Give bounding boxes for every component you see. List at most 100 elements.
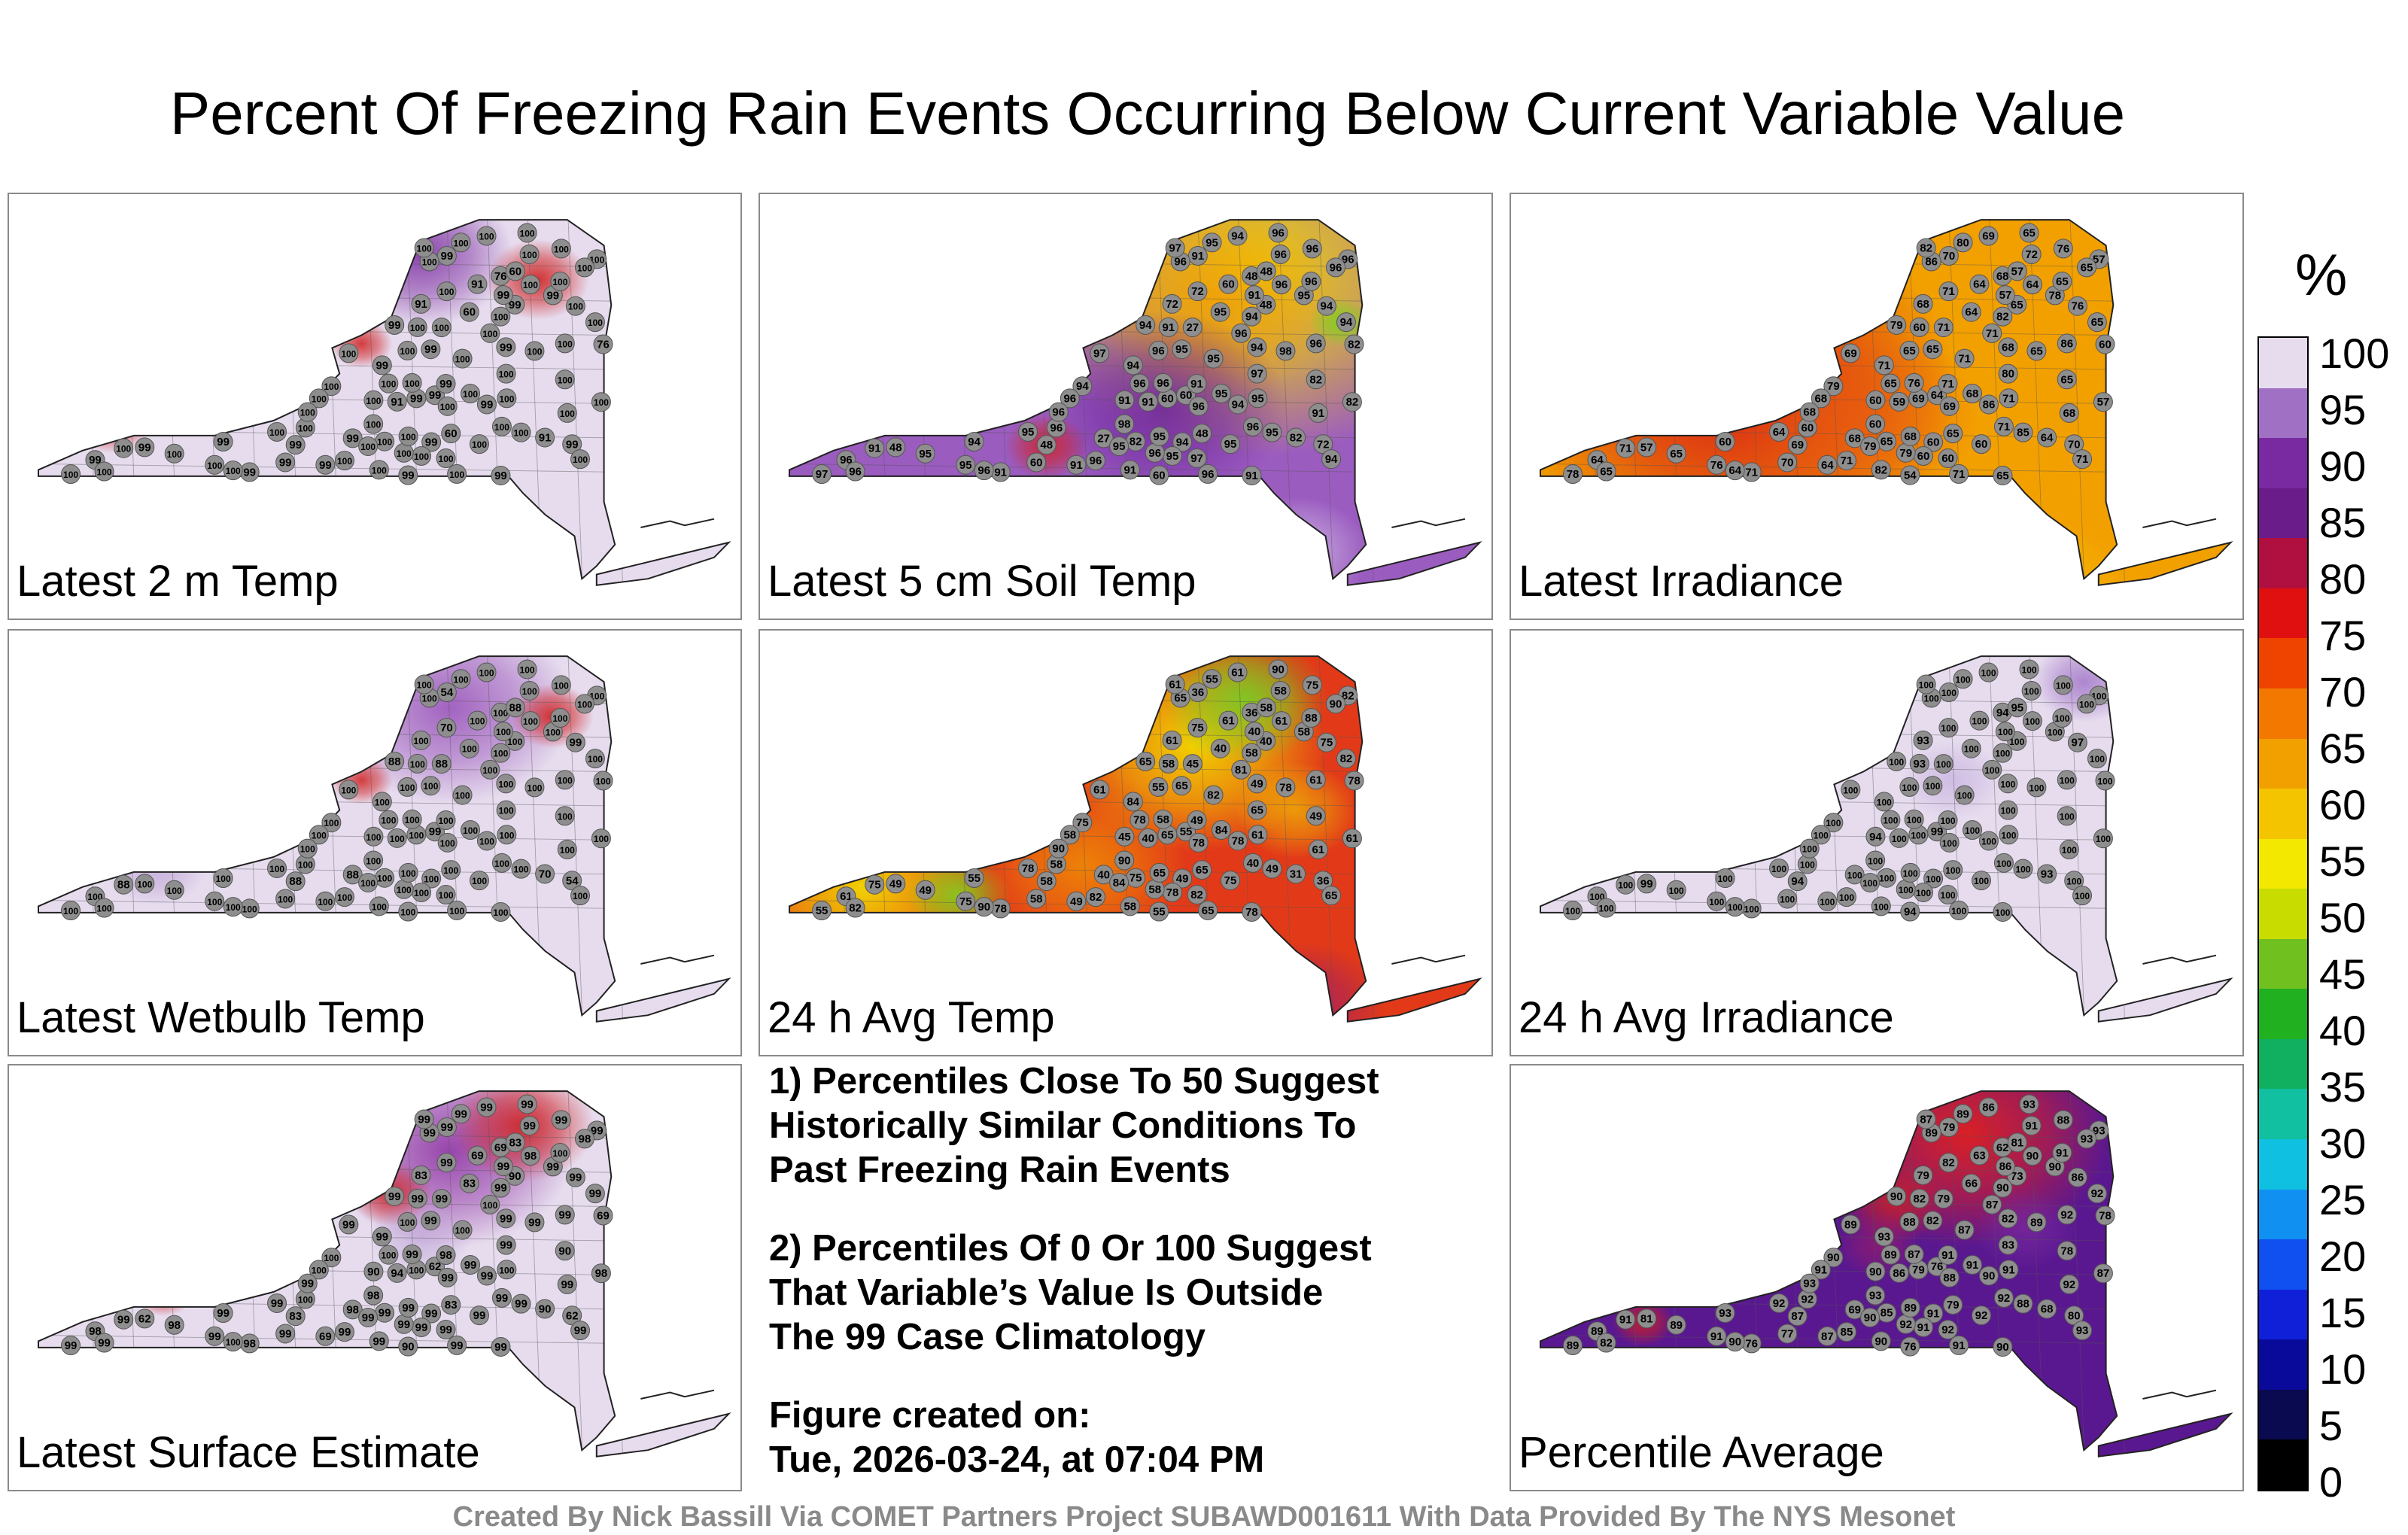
station-marker: 90 [2022,1146,2042,1166]
station-value: 72 [2025,248,2038,261]
station-marker: 100 [267,421,287,442]
station-marker: 93 [1715,1303,1735,1324]
station-value: 97 [1190,452,1203,465]
station-marker: 100 [1972,871,1992,891]
station-value: 100 [216,874,231,884]
station-value: 100 [493,749,508,759]
station-marker: 61 [1271,711,1291,731]
station-value: 58 [1162,758,1175,771]
colorbar-tick-label: 10 [2319,1345,2367,1393]
station-value: 98 [1118,418,1131,431]
station-marker: 100 [309,388,329,409]
station-marker: 76 [1741,1333,1762,1354]
station-value: 66 [1965,1178,1978,1190]
station-marker: 100 [2057,806,2077,826]
station-marker: 100 [491,416,512,436]
station-marker: 100 [1725,897,1745,917]
colorbar-tick-label: 100 [2319,330,2390,377]
station-value: 90 [1890,1190,1903,1203]
station-value: 76 [1908,377,1920,390]
station-value: 75 [1306,679,1319,692]
station-marker: 100 [1939,832,1960,853]
colorbar-tick-label: 30 [2319,1120,2367,1167]
station-value: 100 [520,664,535,675]
station-marker: 65 [1877,431,1897,451]
station-value: 100 [440,402,455,412]
station-value: 71 [1941,378,1954,391]
station-value: 96 [849,466,862,479]
station-marker: 60 [1909,317,1929,337]
station-value: 94 [1126,359,1139,372]
station-marker: 58 [1046,854,1066,874]
station-marker: 92 [1938,1320,1958,1340]
station-value: 88 [2057,1114,2070,1126]
colorbar-band [2259,1088,2307,1140]
station-value: 100 [324,381,339,392]
station-marker: 78 [1344,771,1364,791]
station-value: 89 [2030,1216,2043,1229]
station-value: 100 [513,865,528,875]
station-marker: 78 [1275,777,1296,798]
station-marker: 100 [1823,813,1844,833]
station-marker: 99 [394,1314,414,1334]
station-value: 100 [1903,868,1918,879]
station-value: 99 [440,1157,453,1169]
station-value: 96 [1275,278,1288,291]
station-marker: 58 [1270,680,1291,701]
station-marker: 93 [2076,1129,2096,1149]
station-marker: 90 [1865,1261,1886,1281]
station-value: 95 [1175,343,1188,356]
station-value: 68 [1917,298,1929,311]
coastline [2142,518,2217,528]
station-marker: 100 [1978,662,1999,682]
station-value: 99 [561,1278,573,1291]
station-value: 71 [2076,453,2089,466]
station-marker: 68 [1811,388,1831,409]
station-value: 70 [539,868,552,880]
station-value: 100 [417,244,432,254]
station-value: 92 [2063,1278,2075,1291]
station-value: 64 [2026,278,2039,291]
map-panel-percentile-average: 79 76 76 81 79 66 62 68 80 81 78 63 87 73 69 79 79 82 77 82… [1510,1064,2244,1491]
station-value: 100 [520,228,535,239]
station-marker: 58 [1158,753,1178,774]
station-value: 78 [2099,1209,2112,1222]
station-marker: 100 [379,1245,399,1265]
station-value: 100 [318,897,333,907]
station-value: 100 [1911,830,1926,840]
station-marker: 100 [565,296,585,316]
station-marker: 100 [585,312,605,333]
station-value: 99 [521,1098,534,1111]
station-marker: 100 [496,800,516,820]
station-marker: 99 [285,435,306,455]
station-marker: 100 [480,323,500,343]
colorbar-band [2259,338,2307,388]
station-marker: 99 [491,465,511,485]
station-marker: 99 [334,1322,354,1342]
station-value: 57 [1640,441,1653,454]
station-value: 100 [1868,856,1883,867]
station-value: 100 [324,1253,339,1263]
station-value: 100 [167,886,182,896]
station-value: 91 [471,278,484,291]
station-value: 100 [97,904,112,914]
station-marker: 58 [1036,871,1057,892]
station-marker: 90 [363,1261,384,1281]
station-value: 90 [1996,1182,2009,1195]
station-value: 100 [560,845,575,856]
station-value: 94 [1231,230,1244,243]
station-value: 100 [1744,904,1759,914]
station-value: 99 [1931,825,1944,838]
station-marker: 80 [1953,233,1973,253]
station-value: 27 [1097,432,1110,445]
station-marker: 94 [1123,355,1143,375]
station-marker: 95 [2007,698,2027,718]
station-marker: 100 [1596,898,1616,918]
station-marker: 79 [1896,442,1916,463]
station-value: 100 [405,378,420,389]
station-value: 100 [560,409,575,419]
station-value: 100 [226,902,241,913]
station-marker: 95 [1109,436,1130,456]
station-marker: 96 [845,461,865,482]
station-value: 100 [381,379,396,390]
